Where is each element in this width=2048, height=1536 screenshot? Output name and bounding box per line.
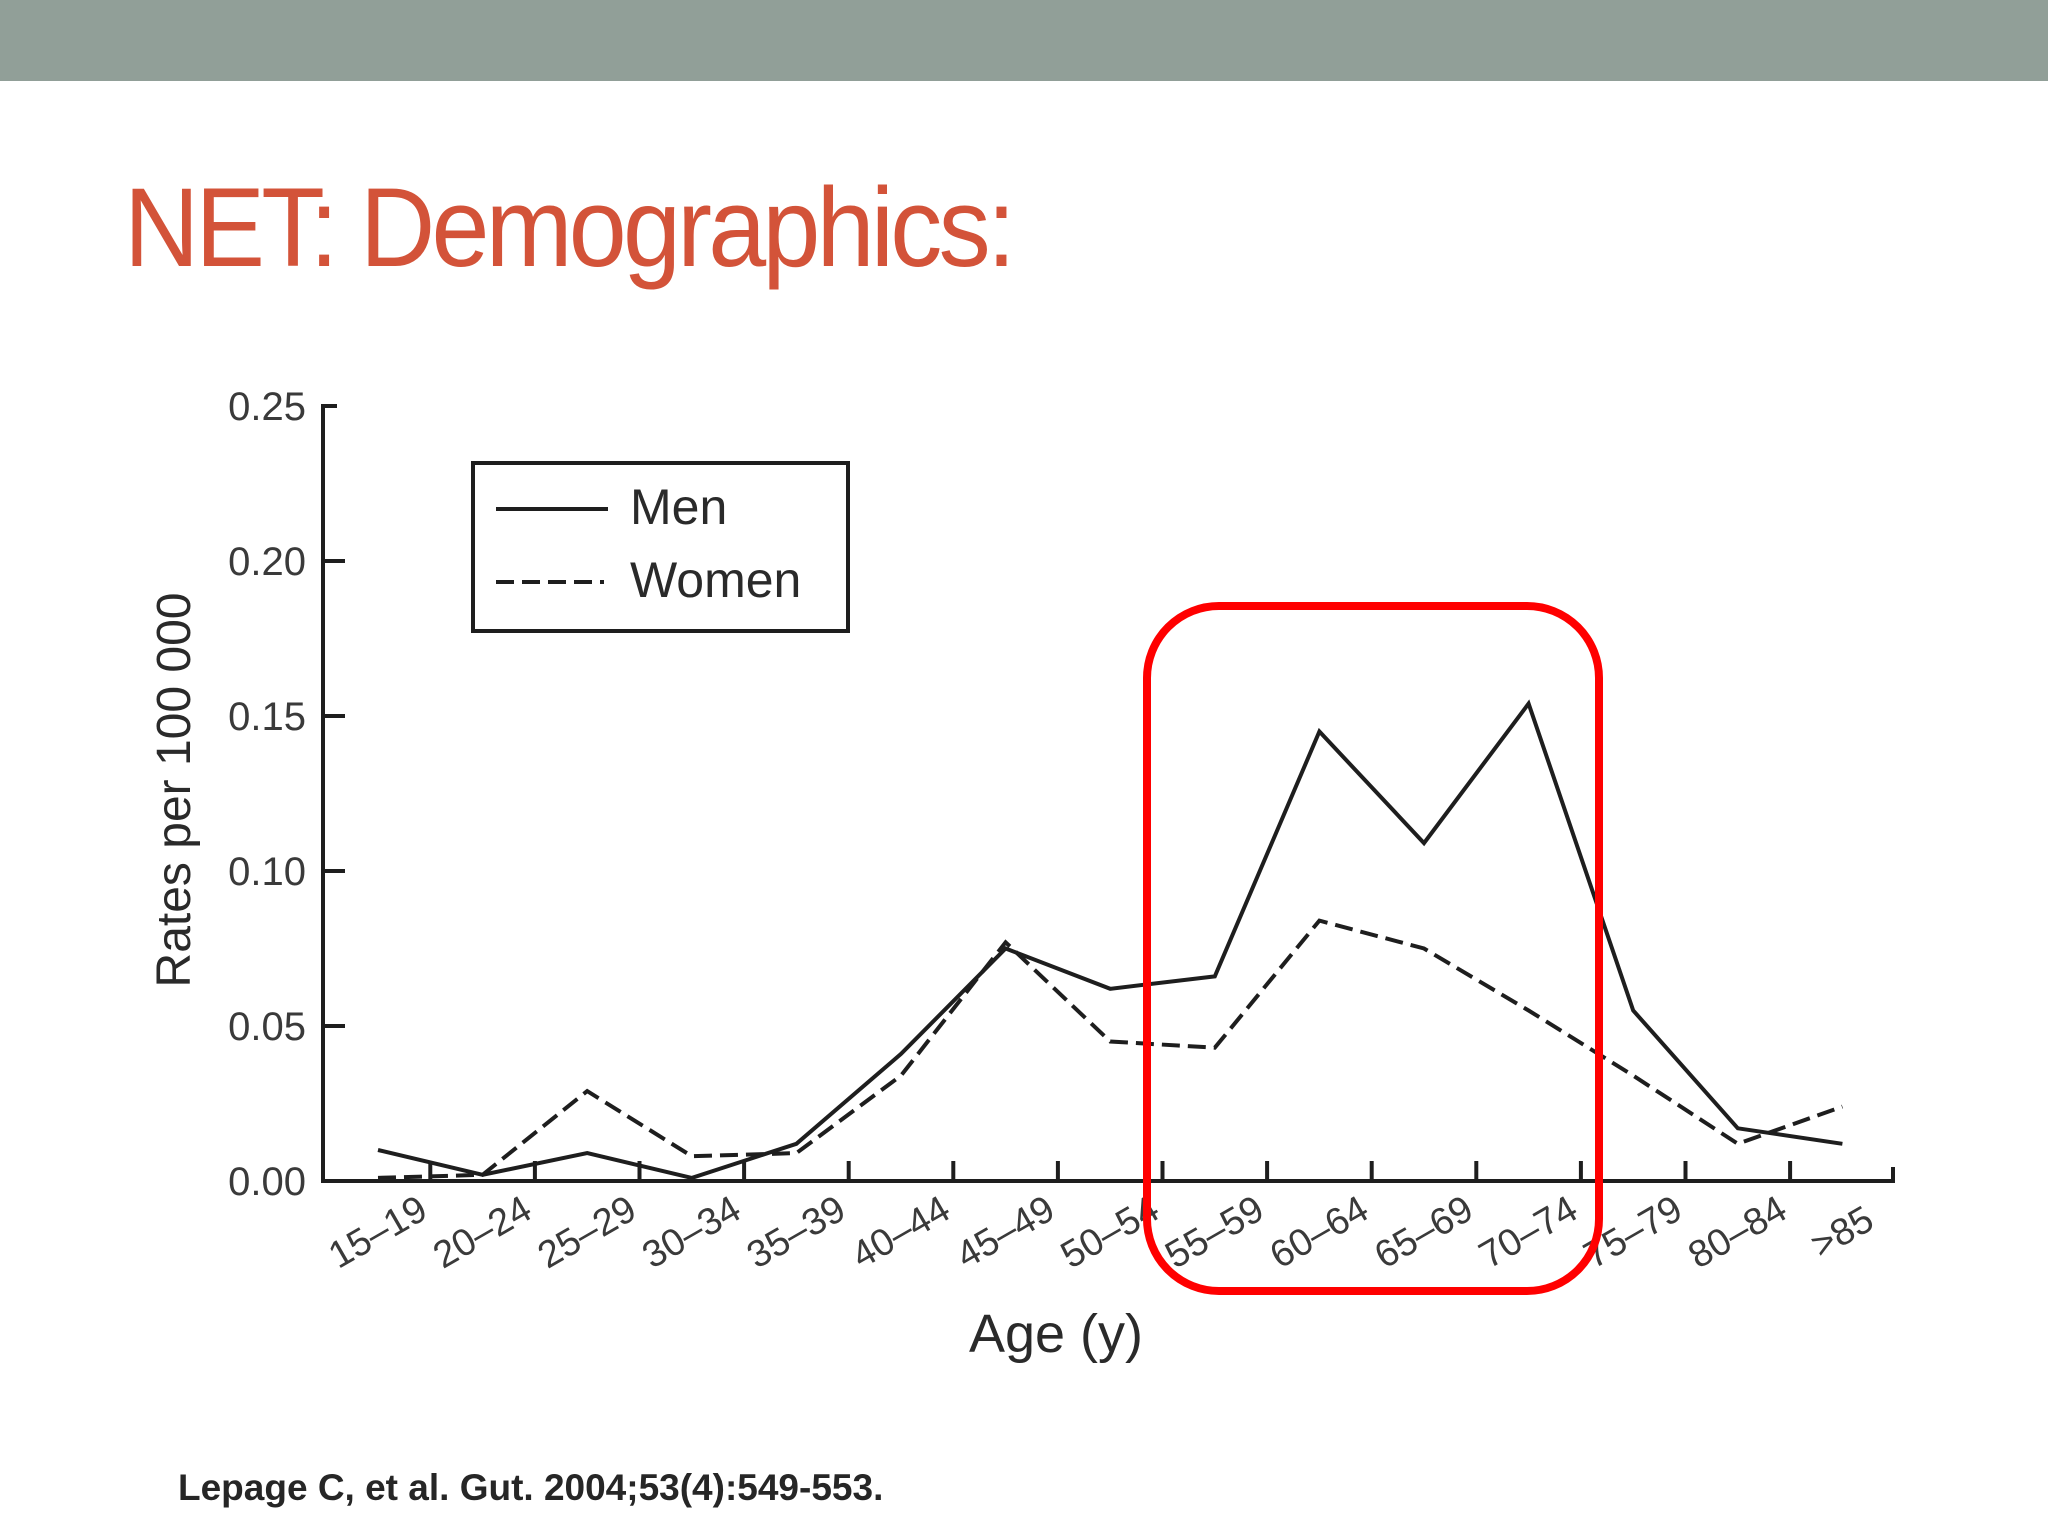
y-axis-ticks: 0.00 0.05 0.10 0.15 0.20 0.25 (228, 385, 345, 1204)
x-tick-label: 55–59 (1159, 1188, 1272, 1277)
x-tick-label: 35–39 (740, 1188, 853, 1277)
series-women (377, 918, 1844, 1180)
y-tick-label: 0.20 (228, 540, 306, 584)
x-tick-label: 65–69 (1368, 1188, 1481, 1277)
y-tick-label: 0.00 (228, 1160, 306, 1204)
x-tick-label: 30–34 (636, 1188, 749, 1277)
y-tick-label: 0.10 (228, 850, 306, 894)
y-axis-label: Rates per 100 000 (148, 593, 201, 988)
y-tick-label: 0.05 (228, 1005, 306, 1049)
x-tick-label: 45–49 (949, 1188, 1062, 1277)
chart-series (377, 699, 1844, 1180)
legend-women-label: Women (630, 552, 801, 608)
y-tick-label: 0.25 (228, 385, 306, 429)
highlight-box (1143, 602, 1603, 1295)
x-axis-ticks: 15–1920–2425–2930–3435–3940–4445–4950–54… (322, 1161, 1881, 1277)
header-band (0, 0, 2048, 81)
chart-legend: Men Women (471, 461, 850, 633)
x-tick-label: 60–64 (1263, 1188, 1376, 1277)
slide-title: NET: Demographics: (124, 165, 1016, 290)
chart-axes (321, 404, 1895, 1183)
x-tick-label: 15–19 (322, 1188, 435, 1277)
citation: Lepage C, et al. Gut. 2004;53(4):549-553… (178, 1467, 884, 1508)
y-tick-label: 0.15 (228, 695, 306, 739)
x-tick-label: 80–84 (1682, 1188, 1795, 1277)
legend-men-label: Men (630, 479, 727, 535)
x-tick-label: 70–74 (1472, 1188, 1585, 1277)
x-tick-label: 20–24 (426, 1188, 539, 1277)
series-men (377, 699, 1843, 1180)
x-axis-label: Age (y) (969, 1304, 1143, 1364)
x-tick-label: 40–44 (845, 1188, 958, 1277)
x-tick-label: 25–29 (531, 1188, 644, 1277)
x-tick-label: >85 (1804, 1198, 1881, 1267)
